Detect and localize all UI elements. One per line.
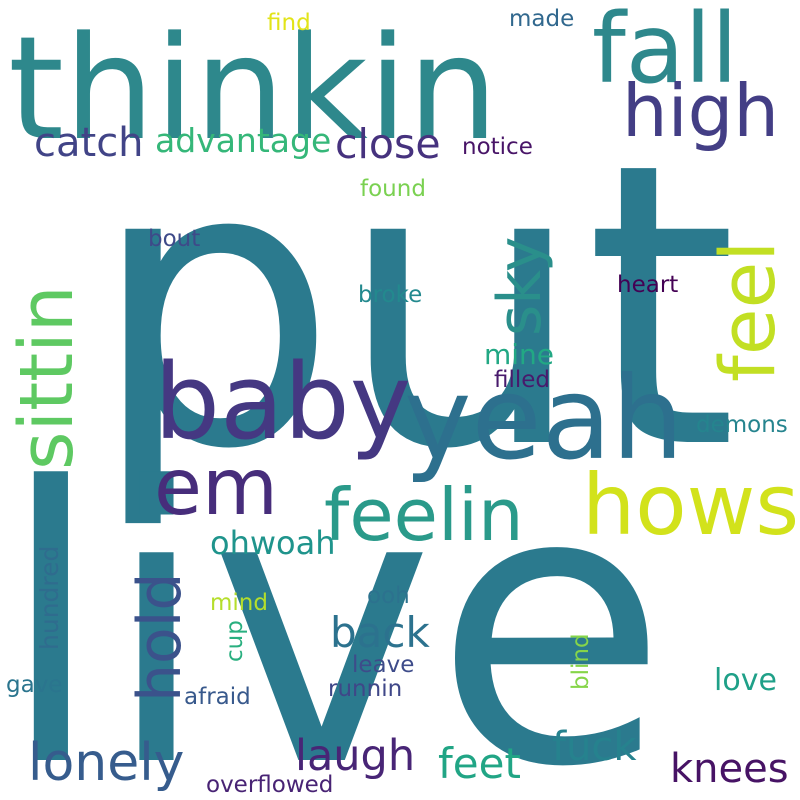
word-broke: broke xyxy=(358,282,422,308)
word-catch: catch xyxy=(34,120,144,166)
word-sittin: sittin xyxy=(4,285,90,470)
word-ohwoah: ohwoah xyxy=(210,524,336,562)
word-high: high xyxy=(622,69,779,153)
word-demons: demons xyxy=(696,412,788,438)
word-lonely: lonely xyxy=(28,733,184,793)
word-baby: baby xyxy=(154,341,411,463)
word-fuck: fuck xyxy=(552,724,637,770)
word-gave: gave xyxy=(6,672,62,698)
word-put: put xyxy=(90,80,738,534)
word-mine: mine xyxy=(484,338,554,371)
word-love: love xyxy=(714,663,777,698)
word-found: found xyxy=(360,176,426,202)
word-close: close xyxy=(335,120,441,168)
word-em: em xyxy=(154,443,278,533)
word-find: find xyxy=(267,10,311,36)
word-mind: mind xyxy=(210,590,268,616)
word-notice: notice xyxy=(462,134,533,160)
word-made: made xyxy=(509,6,574,32)
word-sky: sky xyxy=(485,237,555,336)
word-ooh: ooh xyxy=(367,583,410,609)
word-feet: feet xyxy=(438,739,521,788)
word-bout: bout xyxy=(148,226,200,252)
word-thinkin: thinkin xyxy=(8,5,498,172)
word-feelin: feelin xyxy=(324,473,524,557)
word-afraid: afraid xyxy=(184,684,251,710)
word-hows: hows xyxy=(582,456,799,554)
word-blind: blind xyxy=(568,633,594,690)
word-heart: heart xyxy=(617,272,678,298)
word-cup: cup xyxy=(222,620,248,662)
word-leave: leave xyxy=(352,652,414,678)
word-yeah: yeah xyxy=(404,352,684,485)
word-runnin: runnin xyxy=(328,676,402,702)
word-laugh: laugh xyxy=(295,731,415,781)
word-filled: filled xyxy=(494,367,550,393)
word-fall: fall xyxy=(592,0,738,105)
word-hold: hold xyxy=(125,573,195,703)
word-live: live xyxy=(0,407,668,800)
word-back: back xyxy=(330,608,430,657)
word-hundred: hundred xyxy=(35,546,64,650)
word-feel: feel xyxy=(703,241,792,382)
word-overflowed: overflowed xyxy=(206,772,333,798)
word-knees: knees xyxy=(670,746,789,792)
word-advantage: advantage xyxy=(155,121,331,160)
